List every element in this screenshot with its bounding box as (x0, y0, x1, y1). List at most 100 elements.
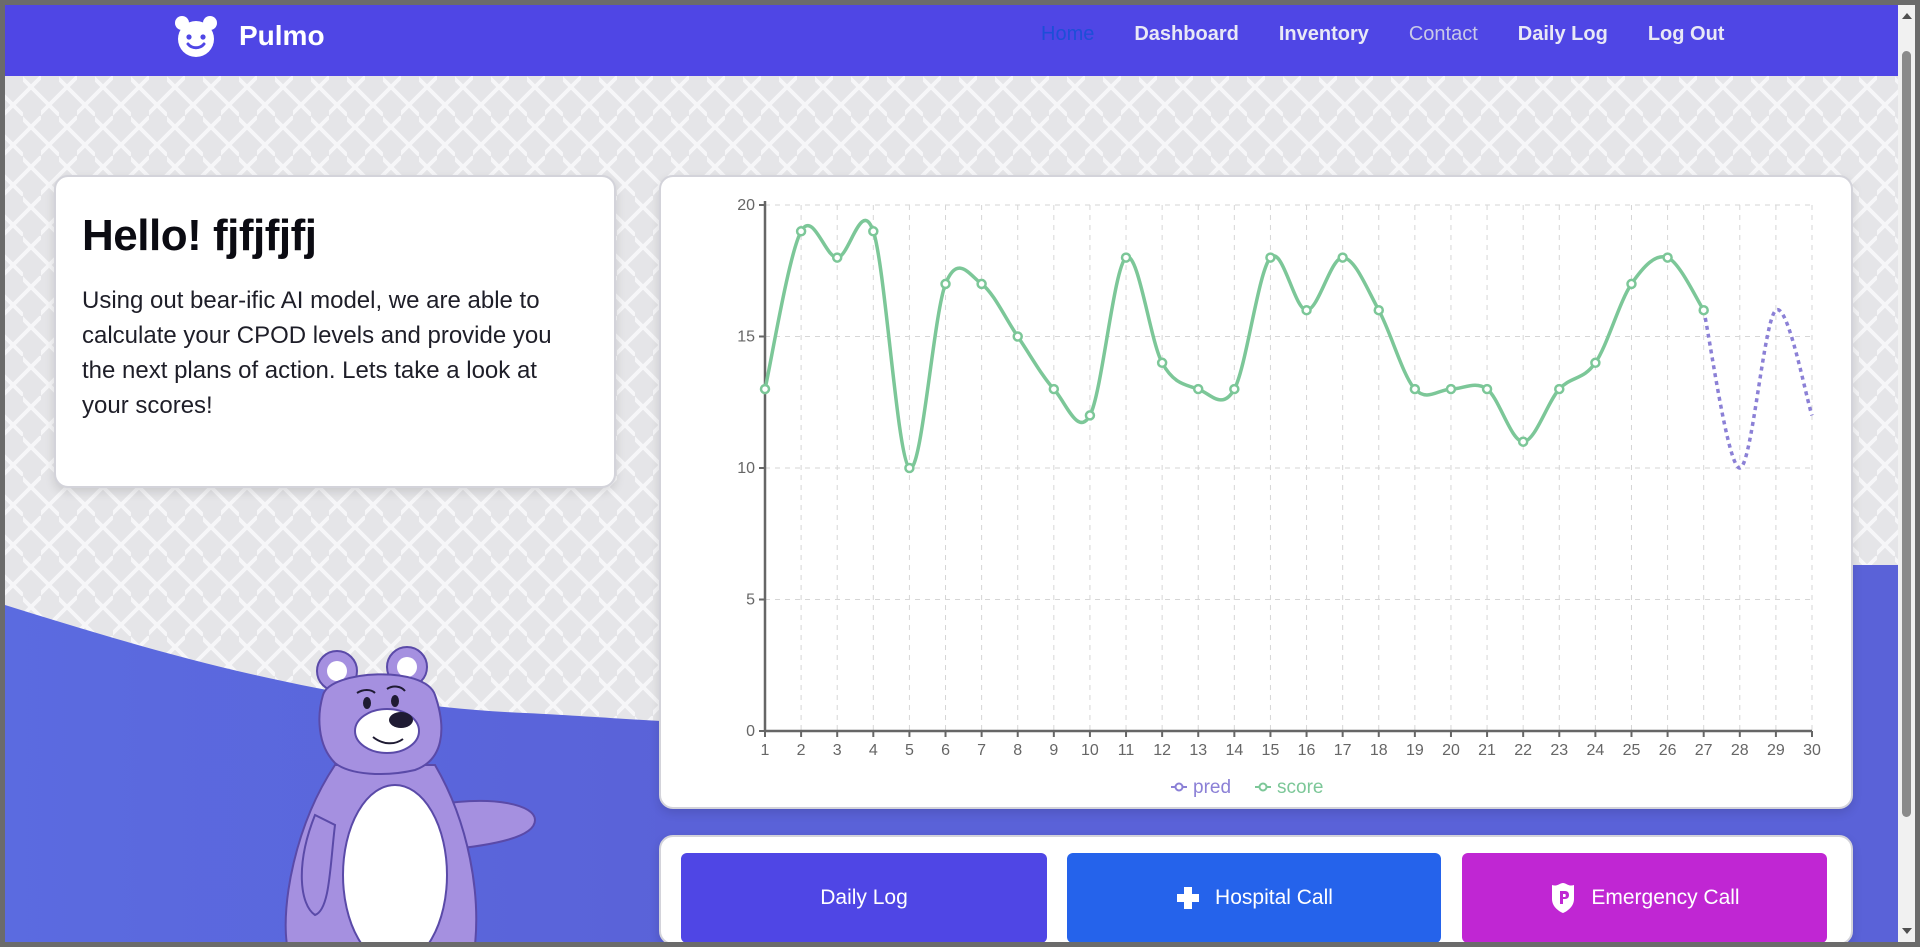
scroll-up-arrow-icon[interactable] (1902, 13, 1912, 19)
pred-series-line (1701, 308, 1814, 470)
score-data-point (1084, 410, 1096, 421)
score-data-point (976, 278, 987, 290)
score-data-point (795, 226, 807, 237)
x-tick-label: 4 (869, 742, 878, 759)
x-tick-label: 12 (1153, 742, 1171, 759)
daily-log-button[interactable]: Daily Log (681, 853, 1047, 942)
score-data-point (1192, 383, 1204, 395)
x-tick-label: 20 (1442, 742, 1460, 759)
chart-grid (764, 204, 1813, 732)
y-tick-label: 15 (737, 329, 755, 346)
nav-dashboard[interactable]: Dashboard (1134, 23, 1239, 45)
x-tick-label: 26 (1659, 742, 1677, 759)
x-tick-label: 9 (1049, 742, 1058, 759)
emergency-call-button[interactable]: Emergency Call (1462, 853, 1827, 942)
x-tick-label: 10 (1081, 742, 1099, 759)
scroll-thumb[interactable] (1902, 51, 1911, 817)
bear-mascot (284, 646, 537, 942)
score-data-point (1554, 383, 1565, 395)
score-data-point (868, 226, 879, 237)
brand-name: Pulmo (239, 20, 325, 51)
scroll-down-arrow-icon[interactable] (1902, 928, 1912, 934)
nav-home[interactable]: Home (1041, 23, 1095, 45)
score-data-point (1012, 331, 1023, 342)
score-legend-label: score (1277, 777, 1323, 798)
score-data-point (759, 383, 771, 395)
x-tick-label: 24 (1586, 742, 1604, 759)
x-tick-label: 16 (1298, 742, 1316, 759)
y-tick-label: 0 (746, 723, 755, 740)
score-data-point (1409, 383, 1421, 395)
main-nav: Home Dashboard Inventory Contact Daily L… (1041, 23, 1764, 46)
brand[interactable]: Pulmo (173, 13, 325, 59)
score-data-point (1698, 304, 1709, 316)
score-data-point (1373, 304, 1385, 316)
y-tick-label: 20 (737, 197, 755, 214)
x-tick-label: 14 (1225, 742, 1243, 759)
nav-inventory[interactable]: Inventory (1278, 23, 1369, 45)
score-data-point (1662, 252, 1673, 263)
score-data-point (1481, 383, 1493, 395)
nav-daily-log[interactable]: Daily Log (1517, 23, 1608, 45)
daily-log-button-label: Daily Log (820, 886, 908, 909)
x-tick-label: 29 (1767, 742, 1785, 759)
pred-legend-label: pred (1193, 777, 1231, 798)
x-tick-label: 8 (1013, 742, 1022, 759)
x-tick-label: 27 (1695, 742, 1713, 759)
plus-icon (1175, 885, 1201, 911)
x-tick-label: 13 (1189, 742, 1207, 759)
score-data-point (1337, 252, 1348, 263)
chart-legend[interactable]: pred score (1171, 777, 1323, 798)
chart-series (759, 219, 1814, 474)
x-tick-label: 23 (1550, 742, 1568, 759)
x-tick-label: 22 (1514, 742, 1532, 759)
pred-legend-dot (1174, 782, 1184, 792)
score-data-point (940, 278, 951, 290)
x-tick-label: 2 (797, 742, 806, 759)
score-chart-card: 0 5 10 15 20 1 2 3 4 5 6 7 8 9 10 11 12 13 14 15 16 17 18 19 20 2… (659, 175, 1853, 809)
x-tick-label: 1 (761, 742, 770, 759)
x-tick-label: 30 (1803, 742, 1821, 759)
x-tick-label: 17 (1334, 742, 1352, 759)
score-data-point (1626, 278, 1637, 290)
score-data-point (904, 462, 915, 474)
score-data-point (1265, 252, 1276, 263)
score-data-point (1445, 383, 1457, 395)
x-tick-label: 19 (1406, 742, 1424, 759)
score-data-point (1120, 252, 1132, 263)
action-bar: Daily Log Hospital Call Emergency Call (659, 835, 1853, 942)
greeting-text: Using out bear-ific AI model, we are abl… (82, 287, 552, 419)
x-tick-label: 7 (977, 742, 986, 759)
top-navbar: Pulmo Home Dashboard Inventory Contact D… (5, 5, 1898, 76)
x-tick-label: 3 (833, 742, 842, 759)
x-tick-label: 6 (941, 742, 950, 759)
nav-log-out[interactable]: Log Out (1647, 23, 1725, 45)
score-data-point (1229, 383, 1240, 395)
greeting-title: Hello! fjfjfjfj (82, 211, 317, 260)
greeting-card: Hello! fjfjfjfj Using out bear-ific AI m… (54, 175, 616, 488)
x-tick-label: 15 (1262, 742, 1280, 759)
score-data-point (1301, 304, 1312, 316)
score-legend-dot (1258, 782, 1268, 792)
hospital-call-button[interactable]: Hospital Call (1067, 853, 1441, 942)
x-tick-label: 21 (1478, 742, 1496, 759)
score-data-point (1156, 357, 1168, 369)
score-data-point (1517, 436, 1529, 447)
hospital-call-button-label: Hospital Call (1215, 886, 1333, 909)
police-badge-icon (1549, 882, 1577, 914)
y-tick-label: 10 (737, 460, 755, 477)
page-scrollbar[interactable] (1898, 5, 1915, 942)
score-data-point (831, 252, 843, 263)
emergency-call-button-label: Emergency Call (1591, 886, 1740, 909)
score-data-point (1048, 383, 1060, 395)
x-tick-label: 18 (1370, 742, 1388, 759)
bear-face-icon (175, 16, 217, 57)
score-data-point (1590, 357, 1601, 369)
y-tick-label: 5 (746, 592, 755, 609)
x-tick-label: 5 (905, 742, 914, 759)
x-tick-label: 25 (1623, 742, 1641, 759)
nav-contact[interactable]: Contact (1408, 23, 1478, 45)
x-tick-label: 11 (1118, 742, 1135, 759)
